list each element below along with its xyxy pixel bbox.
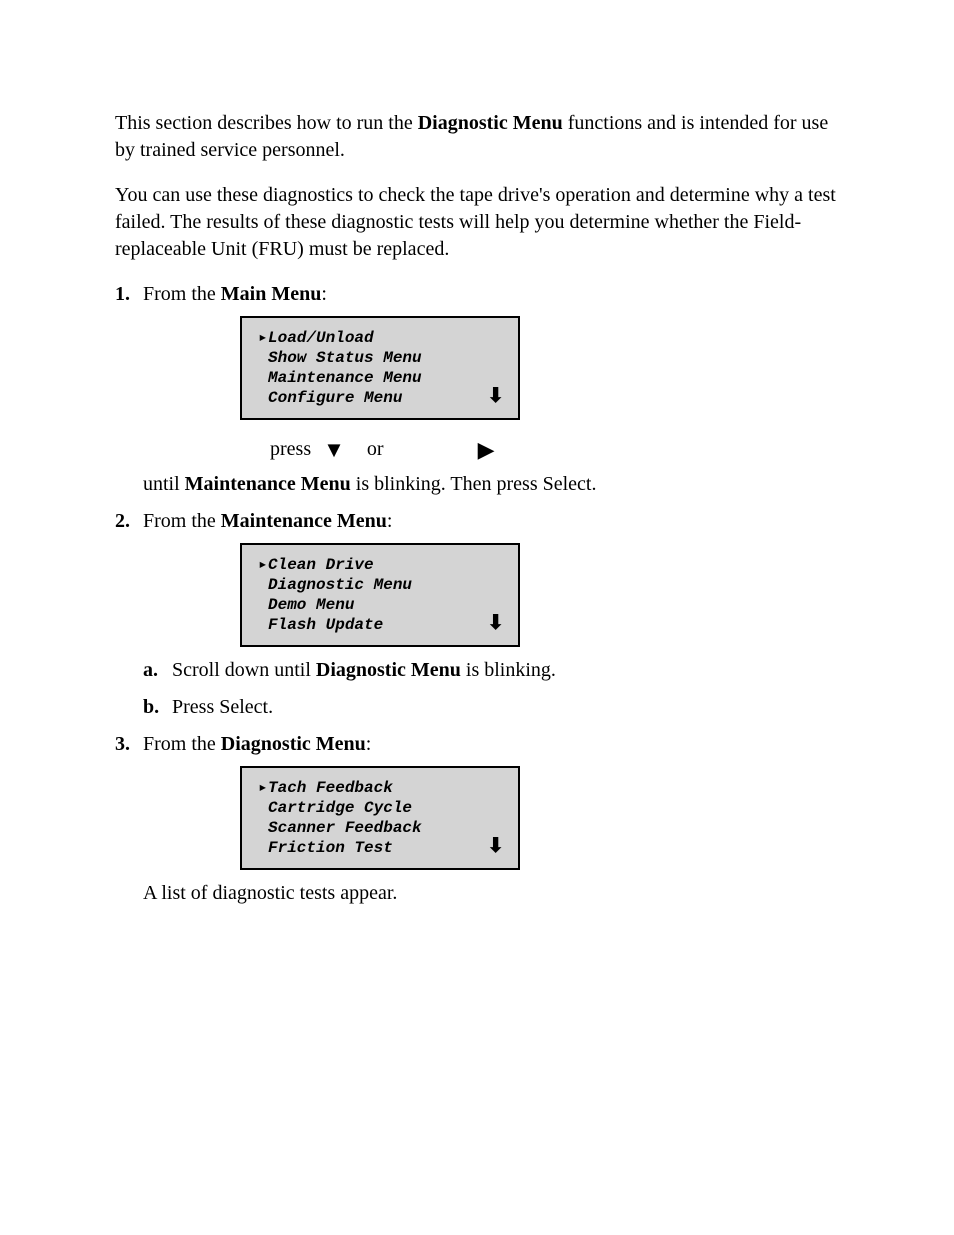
step-1-pre: From the	[143, 283, 221, 305]
lcd2-line-3-text: Flash Update	[268, 616, 383, 634]
intro-paragraph-1: This section describes how to run the Di…	[115, 110, 839, 164]
caret-spacer	[258, 388, 268, 408]
lcd2-line-0-text: Clean Drive	[268, 556, 374, 574]
lcd3-line-2-text: Scanner Feedback	[268, 819, 422, 837]
lcd1-line-3-text: Configure Menu	[268, 389, 402, 407]
lcd2-line-1: Diagnostic Menu	[258, 575, 506, 595]
or-label: or	[367, 438, 384, 461]
lcd2-line-2-text: Demo Menu	[268, 596, 354, 614]
step-1-number: 1.	[115, 281, 143, 308]
lcd1-line-1: Show Status Menu	[258, 348, 506, 368]
step-2a-pre: Scroll down until	[172, 659, 316, 681]
caret-icon: ▸	[258, 778, 268, 798]
step-2a-post: is blinking.	[461, 659, 556, 681]
step-3-number: 3.	[115, 731, 143, 758]
lcd-screen-main-menu: ▸Load/Unload Show Status Menu Maintenanc…	[240, 316, 520, 420]
caret-icon: ▸	[258, 328, 268, 348]
step-3: 3.From the Diagnostic Menu:	[115, 731, 839, 758]
lcd3-line-3: Friction Test	[258, 838, 506, 858]
intro-paragraph-2: You can use these diagnostics to check t…	[115, 182, 839, 263]
lcd3-line-2: Scanner Feedback	[258, 818, 506, 838]
lcd1-line-3: Configure Menu	[258, 388, 506, 408]
step-1-bold: Main Menu	[221, 283, 322, 305]
lcd-screen-maintenance-menu: ▸Clean Drive Diagnostic Menu Demo Menu F…	[240, 543, 520, 647]
intro-p1-pre: This section describes how to run the	[115, 112, 418, 134]
caret-spacer	[258, 838, 268, 858]
step1c-post: is blinking. Then press Select.	[351, 473, 597, 495]
caret-spacer	[258, 348, 268, 368]
step-2a: a. Scroll down until Diagnostic Menu is …	[143, 657, 839, 684]
step-3-bold: Diagnostic Menu	[221, 733, 366, 755]
scroll-down-icon: ⬇	[487, 383, 504, 408]
step-2-pre: From the	[143, 510, 221, 532]
lcd1-line-0: ▸Load/Unload	[258, 328, 506, 348]
step1c-pre: until	[143, 473, 185, 495]
down-button-icon: ▼	[323, 439, 345, 461]
lcd2-line-2: Demo Menu	[258, 595, 506, 615]
lcd-screen-diagnostic-menu: ▸Tach Feedback Cartridge Cycle Scanner F…	[240, 766, 520, 870]
right-button-icon: ▶	[478, 439, 495, 461]
step-3-continuation: A list of diagnostic tests appear.	[143, 880, 839, 907]
lcd1-line-0-text: Load/Unload	[268, 329, 374, 347]
step-2a-bold: Diagnostic Menu	[316, 659, 461, 681]
step-2b-label: b.	[143, 694, 167, 721]
caret-spacer	[258, 595, 268, 615]
lcd2-line-1-text: Diagnostic Menu	[268, 576, 412, 594]
intro-p1-bold: Diagnostic Menu	[418, 112, 563, 134]
lcd1-line-1-text: Show Status Menu	[268, 349, 422, 367]
step-2a-label: a.	[143, 657, 167, 684]
step-2b-text: Press Select.	[172, 696, 273, 718]
lcd3-line-1: Cartridge Cycle	[258, 798, 506, 818]
page: This section describes how to run the Di…	[0, 0, 954, 1235]
lcd2-line-3: Flash Update	[258, 615, 506, 635]
step-3-pre: From the	[143, 733, 221, 755]
scroll-down-icon: ⬇	[487, 610, 504, 635]
lcd3-line-0-text: Tach Feedback	[268, 779, 393, 797]
button-press-row: press ▼ or ▶	[270, 438, 839, 461]
lcd3-line-0: ▸Tach Feedback	[258, 778, 506, 798]
step-1-post: :	[321, 283, 327, 305]
step1c-bold: Maintenance Menu	[185, 473, 351, 495]
step-2-number: 2.	[115, 508, 143, 535]
press-label: press	[270, 438, 311, 461]
lcd3-line-3-text: Friction Test	[268, 839, 393, 857]
lcd1-line-2-text: Maintenance Menu	[268, 369, 422, 387]
step-2: 2.From the Maintenance Menu:	[115, 508, 839, 535]
lcd2-line-0: ▸Clean Drive	[258, 555, 506, 575]
step-1-continuation: until Maintenance Menu is blinking. Then…	[143, 471, 839, 498]
lcd1-line-2: Maintenance Menu	[258, 368, 506, 388]
step-2b: b. Press Select.	[143, 694, 839, 721]
caret-spacer	[258, 818, 268, 838]
step-1: 1.From the Main Menu:	[115, 281, 839, 308]
lcd3-line-1-text: Cartridge Cycle	[268, 799, 412, 817]
scroll-down-icon: ⬇	[487, 833, 504, 858]
step-3-post: :	[366, 733, 372, 755]
caret-icon: ▸	[258, 555, 268, 575]
step-2-bold: Maintenance Menu	[221, 510, 387, 532]
step-2-post: :	[387, 510, 393, 532]
caret-spacer	[258, 575, 268, 595]
caret-spacer	[258, 368, 268, 388]
caret-spacer	[258, 615, 268, 635]
caret-spacer	[258, 798, 268, 818]
